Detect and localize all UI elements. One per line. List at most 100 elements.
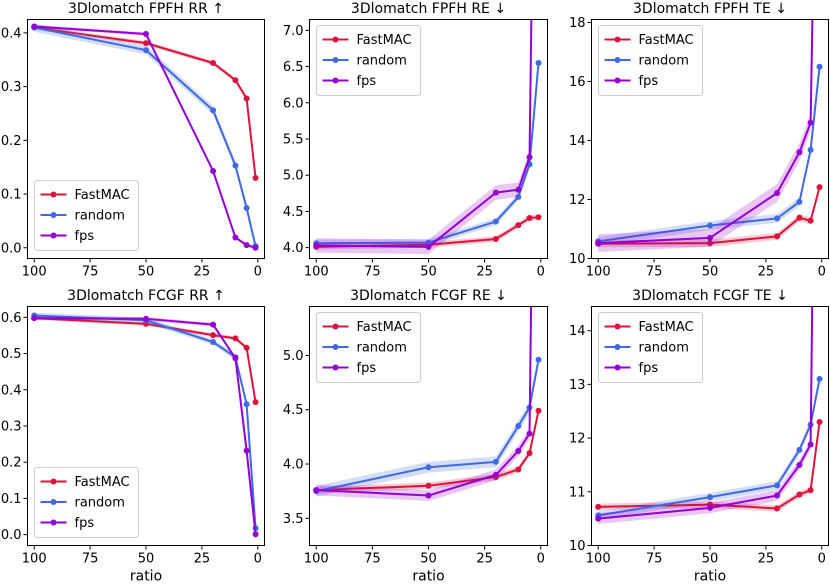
point-fps <box>526 154 533 161</box>
point-fps <box>810 247 816 253</box>
y-tick-label: 0.3 <box>1 80 22 95</box>
chart-title: 3Dlomatch FCGF RR ↑ <box>67 288 225 304</box>
legend-marker-fps <box>50 519 57 526</box>
point-random <box>210 107 217 114</box>
point-fps <box>31 23 38 30</box>
y-tick-label: 16 <box>569 75 586 90</box>
plot-area <box>31 312 259 538</box>
point-random <box>535 356 542 363</box>
x-tick-label: 50 <box>138 265 155 280</box>
point-random <box>816 63 823 70</box>
point-FastMAC <box>252 174 259 181</box>
legend-marker-FastMAC <box>614 323 621 330</box>
y-tick-label: 4.5 <box>283 403 304 418</box>
plot-area <box>595 247 823 525</box>
point-fps <box>526 430 533 437</box>
point-fps <box>425 492 432 499</box>
chart-title: 3Dlomatch FPFH RE ↓ <box>351 1 506 17</box>
y-tick-label: 12 <box>569 193 586 208</box>
x-tick-label: 50 <box>702 265 719 280</box>
legend-box <box>34 180 139 251</box>
plot-area <box>313 244 542 501</box>
y-tick-label: 0.4 <box>1 383 22 398</box>
chart-title: 3Dlomatch FPFH RR ↑ <box>68 1 224 17</box>
x-tick-label: 100 <box>22 552 47 567</box>
legend-box <box>316 25 421 96</box>
point-random <box>774 215 781 222</box>
x-tick-label: 25 <box>194 265 211 280</box>
point-random <box>707 222 713 229</box>
point-fps <box>232 234 239 241</box>
point-random <box>515 193 522 200</box>
point-random <box>796 446 803 453</box>
legend-label-fps: fps <box>75 516 95 531</box>
point-FastMAC <box>232 77 239 84</box>
point-FastMAC <box>526 450 533 457</box>
point-fps <box>210 321 217 328</box>
series-line-FastMAC <box>34 317 257 403</box>
y-tick-label: 14 <box>569 324 586 339</box>
subplot-1: 100 75 50 25 0 0.0 0.1 0.2 0.3 0.4 3Dlomatch FPFH … <box>1 1 265 280</box>
legend: FastMAC random fps <box>316 25 421 96</box>
x-tick-label: 25 <box>476 552 493 567</box>
y-tick-label: 0.2 <box>1 456 22 471</box>
series-line-random <box>316 359 540 493</box>
point-FastMAC <box>774 505 781 512</box>
legend-label-random: random <box>357 54 407 69</box>
legend: FastMAC random fps <box>598 312 703 383</box>
legend-label-FastMAC: FastMAC <box>357 33 412 48</box>
y-tick-label: 4.5 <box>283 205 304 220</box>
x-tick-label: 100 <box>586 552 611 567</box>
y-tick-label: 10 <box>569 539 586 554</box>
y-tick-label: 0.5 <box>1 347 22 362</box>
point-fps <box>313 487 320 494</box>
y-tick-label: 11 <box>569 485 586 500</box>
x-tick-label: 0 <box>254 552 262 567</box>
point-fps <box>243 242 250 249</box>
legend-label-random: random <box>639 341 689 356</box>
chart-title: 3Dlomatch FCGF RE ↓ <box>350 288 507 304</box>
legend-label-fps: fps <box>357 74 377 89</box>
series-line-fps <box>316 19 533 248</box>
point-fps <box>252 531 259 538</box>
subplot-5: 100 75 50 25 0 3.5 4.0 4.5 5.0 3Dlomatch FCGF RE … <box>283 244 548 585</box>
series-line-FastMAC <box>34 26 257 179</box>
x-axis-label: ratio <box>412 569 444 585</box>
point-FastMAC <box>515 466 522 473</box>
point-fps <box>796 461 803 468</box>
x-axis-label: ratio <box>130 569 162 585</box>
point-FastMAC <box>425 482 432 489</box>
legend-label-FastMAC: FastMAC <box>357 320 412 335</box>
point-fps <box>529 244 535 250</box>
point-fps <box>707 234 713 241</box>
point-FastMAC <box>816 184 823 191</box>
point-FastMAC <box>243 344 250 351</box>
legend-label-FastMAC: FastMAC <box>75 188 130 203</box>
y-tick-label: 0.2 <box>1 134 22 149</box>
point-fps <box>774 189 781 196</box>
band-FastMAC <box>598 183 820 248</box>
point-random <box>425 239 432 246</box>
legend-marker-random <box>50 212 57 218</box>
x-tick-label: 75 <box>364 552 381 567</box>
point-random <box>243 401 250 408</box>
y-tick-label: 12 <box>569 432 586 447</box>
series-line-FastMAC <box>316 410 540 492</box>
series-line-random <box>34 26 257 247</box>
legend-marker-fps <box>614 364 621 371</box>
point-FastMAC <box>796 491 803 498</box>
x-tick-label: 100 <box>586 265 611 280</box>
band-FastMAC <box>34 316 256 404</box>
point-fps <box>243 447 250 454</box>
x-tick-label: 100 <box>304 552 329 567</box>
legend-box <box>598 312 703 383</box>
point-FastMAC <box>807 487 814 494</box>
point-fps <box>31 315 38 322</box>
legend-marker-random <box>332 344 339 350</box>
x-tick-label: 25 <box>194 552 211 567</box>
point-random <box>796 198 803 205</box>
series-line-fps <box>316 306 533 497</box>
x-tick-label: 0 <box>818 552 826 567</box>
